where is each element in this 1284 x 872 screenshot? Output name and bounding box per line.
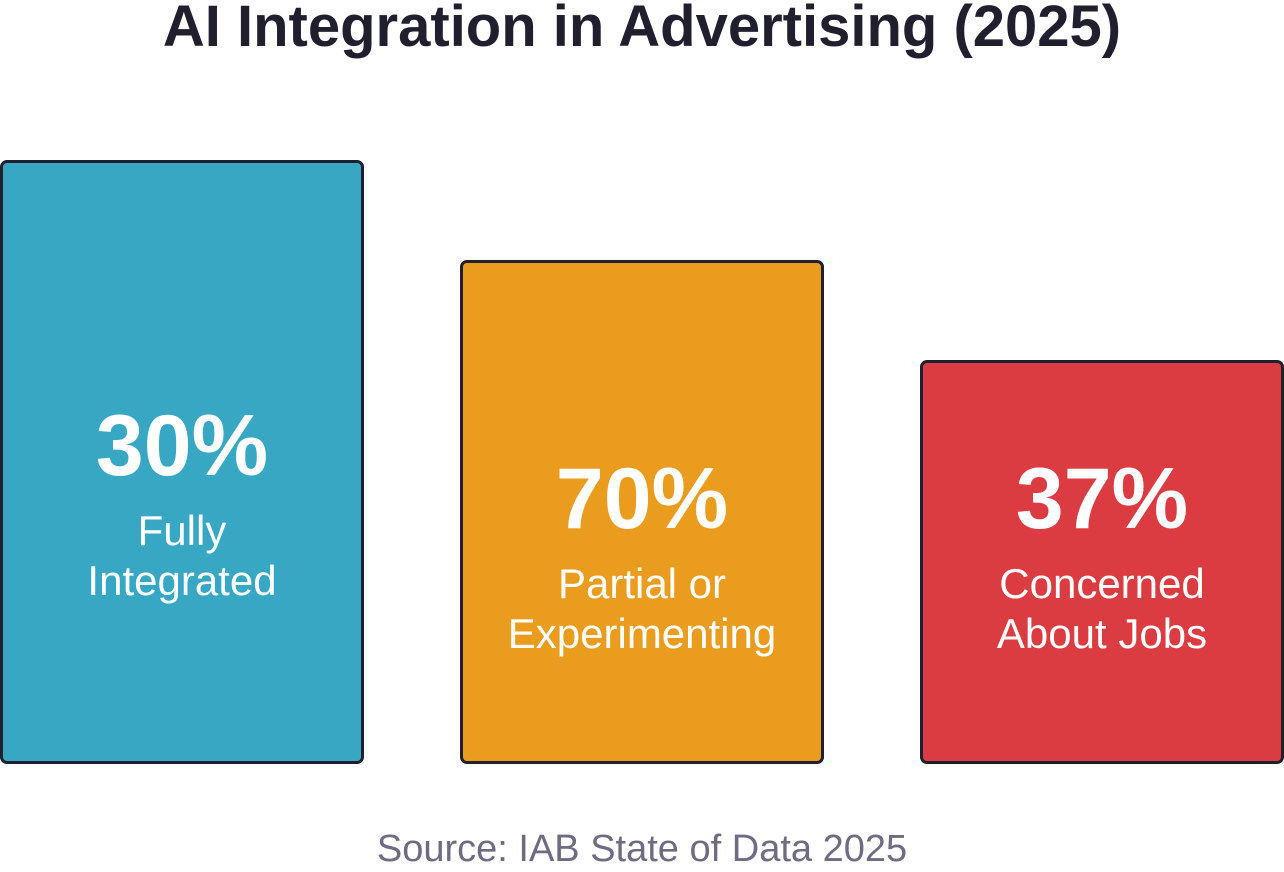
bar-category-label: Concerned About Jobs — [923, 559, 1281, 659]
bar-category-label: Partial or Experimenting — [463, 559, 821, 659]
bar-fully-integrated: 30% Fully Integrated — [0, 160, 364, 764]
bar-label-line: Partial or — [557, 560, 727, 607]
bar-label-line: Concerned — [999, 560, 1205, 607]
bar-category-label: Fully Integrated — [3, 506, 361, 606]
bar-value-label: 37% — [1015, 451, 1189, 547]
source-note: Source: IAB State of Data 2025 — [376, 828, 908, 870]
bar-label-line: Integrated — [87, 557, 277, 604]
bar-label-line: About Jobs — [996, 610, 1208, 657]
bar-label-line: Experimenting — [507, 610, 777, 657]
bar-content: 70% Partial or Experimenting — [463, 453, 821, 659]
bar-partial-or-experimenting: 70% Partial or Experimenting — [460, 260, 824, 764]
bar-label-line: Fully — [137, 507, 227, 554]
chart-title: AI Integration in Advertising (2025) — [162, 0, 1122, 59]
bar-value-label: 30% — [95, 398, 269, 494]
bar-content: 37% Concerned About Jobs — [923, 453, 1281, 659]
bar-value-label: 70% — [555, 451, 729, 547]
bar-content: 30% Fully Integrated — [3, 400, 361, 606]
bar-concerned-about-jobs: 37% Concerned About Jobs — [920, 360, 1284, 764]
